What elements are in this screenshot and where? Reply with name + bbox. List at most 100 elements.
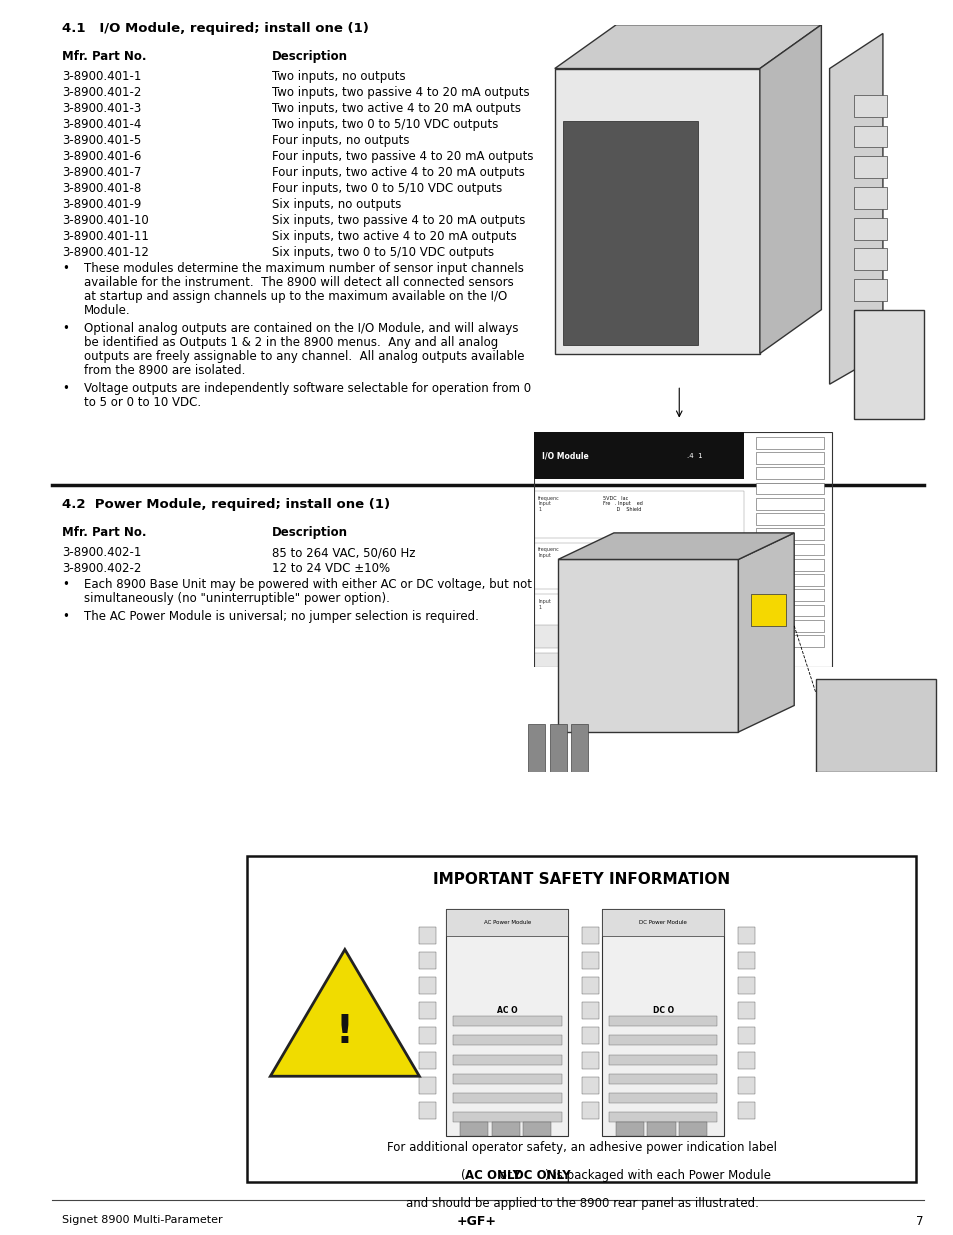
Polygon shape: [829, 33, 882, 384]
Text: Each 8900 Base Unit may be powered with either AC or DC voltage, but not both: Each 8900 Base Unit may be powered with …: [84, 578, 562, 592]
Text: 3-8900.401-5: 3-8900.401-5: [62, 135, 141, 147]
Text: 3-8900.401-1: 3-8900.401-1: [62, 70, 141, 83]
Bar: [853, 157, 886, 178]
Text: I/O Module: I/O Module: [541, 451, 588, 461]
Text: Module.: Module.: [84, 304, 131, 317]
Polygon shape: [738, 534, 793, 732]
Bar: [755, 589, 823, 601]
Text: 7: 7: [916, 1215, 923, 1228]
Bar: [755, 574, 823, 585]
Bar: [534, 542, 743, 589]
Text: from the 8900 are isolated.: from the 8900 are isolated.: [84, 364, 245, 377]
Text: 5VDC   Iac
Fre   . Input 2  ed
         S³        ed
Input
         D    hite/Sh: 5VDC Iac Fre . Input 2 ed S³ ed Input D …: [602, 547, 652, 576]
Bar: [453, 1055, 561, 1065]
Bar: [755, 529, 823, 540]
Polygon shape: [558, 559, 738, 732]
Bar: [459, 1123, 488, 1136]
Bar: [534, 625, 743, 648]
Text: Mfr. Part No.: Mfr. Part No.: [62, 49, 147, 63]
Text: Two inputs, two active 4 to 20 mA outputs: Two inputs, two active 4 to 20 mA output…: [272, 103, 520, 115]
Text: •: •: [62, 382, 69, 395]
Bar: [601, 909, 723, 1136]
Text: (: (: [460, 1168, 465, 1182]
Bar: [823, 721, 875, 732]
Bar: [581, 1103, 598, 1119]
Bar: [419, 1052, 436, 1068]
Bar: [608, 1055, 717, 1065]
Bar: [534, 653, 743, 677]
Text: Analog Output 2
if applicable: Analog Output 2 if applicable: [562, 657, 597, 666]
Text: Input
1: Input 1: [537, 599, 550, 610]
Bar: [755, 543, 823, 556]
Polygon shape: [570, 724, 587, 772]
Bar: [853, 279, 886, 301]
Text: DC O: DC O: [652, 1007, 673, 1015]
Text: AC O: AC O: [497, 1007, 517, 1015]
Polygon shape: [549, 724, 566, 772]
Text: Voltage outputs are independently software selectable for operation from 0: Voltage outputs are independently softwa…: [84, 382, 531, 395]
Bar: [608, 1016, 717, 1026]
Text: 5VDC   Iac
Fre   . Input    ed
         D    Shield: 5VDC Iac Fre . Input ed D Shield: [602, 495, 642, 513]
Text: ) is packaged with each Power Module: ) is packaged with each Power Module: [544, 1168, 770, 1182]
Text: Six inputs, two passive 4 to 20 mA outputs: Six inputs, two passive 4 to 20 mA outpu…: [272, 214, 525, 227]
Bar: [581, 952, 598, 968]
Bar: [534, 432, 831, 667]
Text: !: !: [335, 1013, 354, 1051]
Text: The AC Power Module is universal; no jumper selection is required.: The AC Power Module is universal; no jum…: [84, 610, 478, 622]
Bar: [823, 705, 875, 716]
Text: 3-8900.402-2: 3-8900.402-2: [62, 562, 141, 576]
Text: DC Power Module: DC Power Module: [639, 920, 686, 925]
Text: 3-8900.401-11: 3-8900.401-11: [62, 230, 149, 243]
Polygon shape: [555, 25, 821, 69]
Bar: [453, 1074, 561, 1084]
Text: to 5 or 0 to 10 VDC.: to 5 or 0 to 10 VDC.: [84, 396, 201, 409]
Text: .4  1: .4 1: [686, 453, 701, 458]
Bar: [581, 1077, 598, 1094]
Bar: [419, 927, 436, 944]
Bar: [853, 310, 886, 332]
Bar: [453, 1113, 561, 1123]
Bar: [419, 1028, 436, 1044]
Bar: [419, 1077, 436, 1094]
Bar: [737, 1077, 754, 1094]
Bar: [453, 1016, 561, 1026]
Bar: [419, 952, 436, 968]
Bar: [608, 1093, 717, 1103]
Bar: [823, 753, 875, 764]
Polygon shape: [562, 121, 698, 345]
Bar: [755, 437, 823, 448]
Text: be identified as Outputs 1 & 2 in the 8900 menus.  Any and all analog: be identified as Outputs 1 & 2 in the 89…: [84, 336, 497, 350]
Bar: [581, 1003, 598, 1019]
Bar: [581, 927, 598, 944]
Text: Optional analog outputs are contained on the I/O Module, and will always: Optional analog outputs are contained on…: [84, 322, 518, 335]
Bar: [446, 909, 568, 1136]
Text: 3-8900.401-8: 3-8900.401-8: [62, 182, 141, 195]
Bar: [823, 737, 875, 748]
Bar: [755, 635, 823, 647]
Text: Description: Description: [272, 526, 348, 538]
Bar: [608, 1113, 717, 1123]
Bar: [755, 559, 823, 571]
Text: 5VDC   Iac
         S³        ed
         D    hite/Shield: 5VDC Iac S³ ed D hite/Shield: [602, 599, 652, 615]
Bar: [522, 1123, 551, 1136]
Text: +GF+: +GF+: [456, 1215, 497, 1228]
Bar: [853, 248, 886, 270]
Bar: [853, 186, 886, 209]
Polygon shape: [555, 69, 759, 353]
Text: Analog Output 1
if applicable: Analog Output 1 if applicable: [562, 630, 597, 638]
Polygon shape: [528, 724, 545, 772]
Text: Four inputs, two 0 to 5/10 VDC outputs: Four inputs, two 0 to 5/10 VDC outputs: [272, 182, 501, 195]
Text: or: or: [496, 1168, 516, 1182]
Bar: [581, 1028, 598, 1044]
Bar: [534, 432, 743, 479]
Text: •: •: [62, 578, 69, 592]
Bar: [755, 452, 823, 464]
Text: •: •: [62, 322, 69, 335]
Text: 3-8900.401-6: 3-8900.401-6: [62, 149, 141, 163]
Text: 3-8900.401-9: 3-8900.401-9: [62, 198, 141, 211]
Text: and should be applied to the 8900 rear panel as illustrated.: and should be applied to the 8900 rear p…: [405, 1197, 758, 1210]
Bar: [853, 95, 886, 117]
Bar: [453, 1093, 561, 1103]
Polygon shape: [815, 679, 935, 772]
Text: 3-8900.401-3: 3-8900.401-3: [62, 103, 141, 115]
